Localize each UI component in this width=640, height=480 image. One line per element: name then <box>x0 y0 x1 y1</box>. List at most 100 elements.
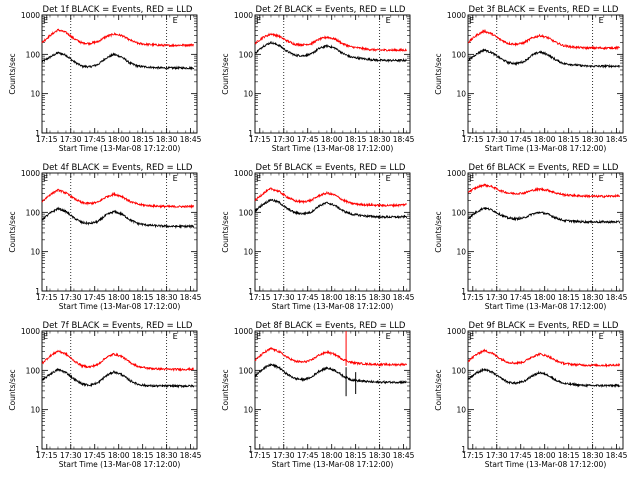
detector-panel-4: Det 4f BLACK = Events, RED = LLD 1 10 100 10… <box>8 163 202 311</box>
x-axis-label: Start Time (13-Mar-08 17:12:00) <box>272 144 394 153</box>
y-axis-label: Counts/sec <box>434 211 443 252</box>
y-tick-label: 1 <box>461 287 466 296</box>
y-tick-label: 10 <box>30 406 40 415</box>
panel-title: Det 3f BLACK = Events, RED = LLD <box>469 5 619 15</box>
x-tick-label: 18:15 <box>345 293 367 302</box>
y-tick-label: 1 <box>35 129 40 138</box>
x-tick-label: 17:30 <box>486 451 508 460</box>
x-tick-label: 18:15 <box>345 135 367 144</box>
x-tick-label: 18:00 <box>534 135 556 144</box>
x-tick-label: 17:30 <box>273 451 295 460</box>
y-tick-label: 1 <box>461 129 466 138</box>
y-tick-label: 10 <box>456 90 466 99</box>
y-tick-label: 100 <box>452 208 467 217</box>
y-tick-label: 1000 <box>234 327 253 336</box>
x-tick-label: 18:30 <box>582 293 604 302</box>
x-tick-label: 18:15 <box>558 451 580 460</box>
y-tick-label: 1 <box>248 287 253 296</box>
y-tick-label: 1000 <box>21 327 40 336</box>
y-tick-label: 1000 <box>447 169 466 178</box>
edge-marker-right: E <box>386 332 391 341</box>
y-tick-label: 1000 <box>447 327 466 336</box>
series-line-lld <box>467 348 621 368</box>
y-tick-label: 100 <box>26 366 41 375</box>
x-tick-label: 18:45 <box>606 293 628 302</box>
plot-frame <box>254 330 411 450</box>
edge-marker-right: E <box>599 332 604 341</box>
y-tick-label: 1000 <box>21 169 40 178</box>
y-tick-label: 1 <box>35 287 40 296</box>
y-axis-label: Counts/sec <box>221 211 230 252</box>
series-line-events <box>254 362 408 385</box>
x-tick-label: 17:45 <box>84 293 106 302</box>
edge-marker-right: E <box>173 332 178 341</box>
y-tick-label: 100 <box>26 208 41 217</box>
x-tick-label: 17:30 <box>60 293 82 302</box>
panel-title: Det 9f BLACK = Events, RED = LLD <box>469 321 619 331</box>
x-axis-label: Start Time (13-Mar-08 17:12:00) <box>272 302 394 311</box>
y-tick-label: 1000 <box>234 169 253 178</box>
series-line-lld <box>41 28 195 48</box>
panel-title: Det 6f BLACK = Events, RED = LLD <box>469 163 619 173</box>
edge-marker-left: E <box>469 16 474 25</box>
x-tick-label: 18:00 <box>108 135 130 144</box>
x-axis-label: Start Time (13-Mar-08 17:12:00) <box>59 302 181 311</box>
x-tick-label: 17:15 <box>462 451 484 460</box>
x-tick-label: 17:30 <box>60 135 82 144</box>
edge-marker-right: E <box>599 174 604 183</box>
x-tick-label: 17:30 <box>60 451 82 460</box>
x-tick-label: 17:15 <box>249 451 271 460</box>
x-tick-label: 18:30 <box>582 451 604 460</box>
y-tick-label: 10 <box>243 90 253 99</box>
x-tick-label: 17:45 <box>84 451 106 460</box>
edge-marker-left: E <box>469 332 474 341</box>
x-axis-label: Start Time (13-Mar-08 17:12:00) <box>485 144 607 153</box>
y-tick-label: 100 <box>239 208 254 217</box>
series-line-events <box>467 206 621 225</box>
x-tick-label: 17:45 <box>297 293 319 302</box>
detector-panel-6: Det 6f BLACK = Events, RED = LLD 1 10 100 10… <box>434 163 628 311</box>
series-line-events <box>41 367 195 389</box>
y-tick-label: 10 <box>30 248 40 257</box>
panel-title: Det 8f BLACK = Events, RED = LLD <box>256 321 406 331</box>
plot-frame <box>467 14 624 134</box>
y-tick-label: 10 <box>456 406 466 415</box>
y-tick-label: 1000 <box>21 11 40 20</box>
y-tick-label: 1000 <box>234 11 253 20</box>
x-tick-label: 17:30 <box>273 293 295 302</box>
plot-frame <box>41 172 198 292</box>
x-tick-label: 17:15 <box>462 135 484 144</box>
detector-panel-3: Det 3f BLACK = Events, RED = LLD 1 10 100 10… <box>434 5 628 153</box>
panel-title: Det 2f BLACK = Events, RED = LLD <box>256 5 406 15</box>
series-line-events <box>254 198 408 220</box>
x-tick-label: 17:45 <box>510 135 532 144</box>
x-tick-label: 17:30 <box>486 135 508 144</box>
x-tick-label: 18:45 <box>393 451 415 460</box>
plot-frame <box>467 330 624 450</box>
x-tick-label: 17:45 <box>84 135 106 144</box>
series-line-events <box>41 51 195 71</box>
x-tick-label: 17:15 <box>249 135 271 144</box>
plot-frame <box>41 14 198 134</box>
y-tick-label: 10 <box>243 406 253 415</box>
panel-title: Det 7f BLACK = Events, RED = LLD <box>43 321 193 331</box>
y-tick-label: 100 <box>26 50 41 59</box>
x-tick-label: 18:00 <box>534 451 556 460</box>
series-line-lld <box>254 346 408 367</box>
y-tick-label: 1 <box>461 445 466 454</box>
edge-marker-left: E <box>256 174 261 183</box>
y-tick-label: 10 <box>30 90 40 99</box>
x-tick-label: 17:30 <box>273 135 295 144</box>
series-line-lld <box>41 188 195 210</box>
x-tick-label: 18:30 <box>369 135 391 144</box>
y-tick-label: 1 <box>248 129 253 138</box>
x-tick-label: 17:45 <box>510 451 532 460</box>
plot-frame <box>467 172 624 292</box>
x-tick-label: 18:45 <box>180 293 202 302</box>
series-line-lld <box>467 183 621 199</box>
x-axis-label: Start Time (13-Mar-08 17:12:00) <box>59 460 181 469</box>
y-tick-label: 100 <box>452 50 467 59</box>
x-tick-label: 18:15 <box>558 135 580 144</box>
edge-marker-left: E <box>43 16 48 25</box>
